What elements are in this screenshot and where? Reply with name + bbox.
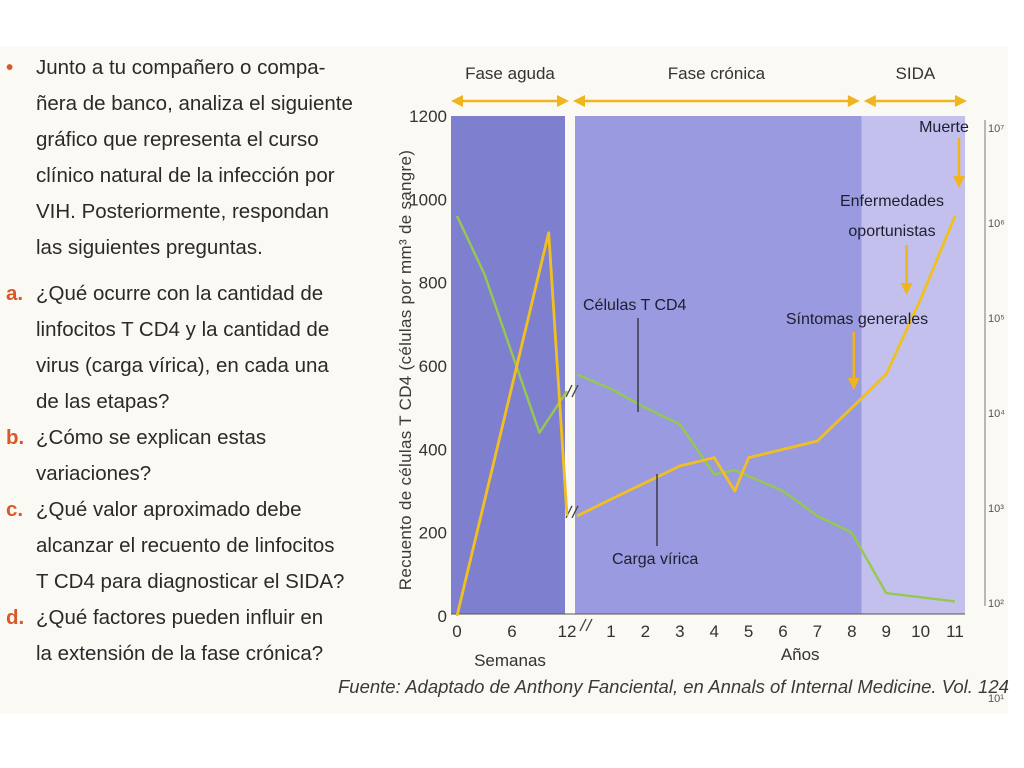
phase-arrow-0-left-arrow-icon bbox=[451, 95, 463, 107]
question-letter: c. bbox=[6, 498, 24, 521]
right-axis-tick-label: 10² bbox=[988, 598, 1004, 610]
y-tick-label: 0 bbox=[438, 607, 447, 626]
source-caption: Fuente: Adaptado de Anthony Fanciental, … bbox=[338, 676, 1009, 697]
series-line-weeks-0 bbox=[455, 215, 569, 434]
y-tick-label: 800 bbox=[419, 274, 447, 293]
x-tick-label-weeks: 12 bbox=[558, 622, 577, 641]
symptoms-label: Síntomas generales bbox=[786, 311, 928, 328]
x-tick-label-years: 3 bbox=[675, 622, 684, 641]
question-line: virus (carga vírica), en cada una bbox=[36, 354, 329, 377]
question-line: la extensión de la fase crónica? bbox=[36, 642, 324, 665]
question-line: variaciones? bbox=[36, 462, 152, 485]
axis-break-icon bbox=[571, 384, 579, 398]
x-tick-label-years: 7 bbox=[813, 622, 822, 641]
phase-label: SIDA bbox=[896, 64, 936, 83]
bullet-icon: • bbox=[6, 56, 14, 79]
y-tick-label: 1200 bbox=[409, 107, 447, 126]
question-line: alcanzar el recuento de linfocitos bbox=[36, 534, 335, 557]
axis-break-icon bbox=[579, 618, 587, 632]
question-panel: • Junto a tu compañero o compa- ñera de … bbox=[0, 50, 380, 672]
y-tick-label: 1000 bbox=[409, 190, 447, 209]
question-a: a. ¿Qué ocurre con la cantidad de linfoc… bbox=[0, 276, 380, 420]
x-tick-label-weeks: 6 bbox=[507, 622, 516, 641]
x-unit-label-weeks: Semanas bbox=[474, 651, 546, 670]
question-letter: a. bbox=[6, 282, 24, 305]
question-line: ¿Qué factores pueden influir en bbox=[36, 606, 324, 629]
phase-band-aids bbox=[861, 116, 965, 614]
phase-arrow-0-right-arrow-icon bbox=[557, 95, 569, 107]
phase-arrow-2-left-arrow-icon bbox=[863, 95, 876, 107]
right-axis-tick-label: 10⁵ bbox=[988, 313, 1005, 325]
x-tick-label-years: 11 bbox=[946, 622, 964, 641]
y-tick-label: 400 bbox=[419, 440, 447, 459]
question-line: linfocitos T CD4 y la cantidad de bbox=[36, 318, 330, 341]
intro-line: clínico natural de la infección por bbox=[36, 164, 335, 187]
question-line: ¿Qué ocurre con la cantidad de bbox=[36, 282, 324, 305]
question-b: b. ¿Cómo se explican estas variaciones? bbox=[0, 420, 380, 492]
x-tick-label-years: 10 bbox=[911, 622, 930, 641]
x-tick-label-years: 6 bbox=[778, 622, 787, 641]
axis-break-icon bbox=[585, 618, 593, 632]
intro-line: VIH. Posteriormente, respondan bbox=[36, 200, 329, 223]
intro-line: las siguientes preguntas. bbox=[36, 236, 263, 259]
death-label: Muerte bbox=[919, 119, 969, 136]
series-line-years-1 bbox=[576, 215, 957, 518]
right-axis-tick-label: 10⁴ bbox=[988, 408, 1005, 420]
opportunistic-down-arrow-icon bbox=[900, 283, 913, 295]
question-c: c. ¿Qué valor aproximado debe alcanzar e… bbox=[0, 492, 380, 600]
question-line: T CD4 para diagnosticar el SIDA? bbox=[36, 570, 345, 593]
x-tick-label-years: 2 bbox=[641, 622, 650, 641]
right-axis-tick-label: 10⁶ bbox=[988, 218, 1005, 230]
question-line: ¿Cómo se explican estas bbox=[36, 426, 267, 449]
x-tick-label-years: 4 bbox=[709, 622, 718, 641]
axis-break-icon bbox=[571, 505, 579, 519]
x-unit-label-years: Años bbox=[781, 645, 820, 664]
question-line: ¿Qué valor aproximado debe bbox=[36, 498, 302, 521]
x-tick-label-years: 1 bbox=[606, 622, 615, 641]
cd4-series-label: Células T CD4 bbox=[583, 297, 687, 314]
right-axis-tick-label: 10¹ bbox=[988, 693, 1004, 705]
phase-arrow-2-right-arrow-icon bbox=[955, 95, 967, 107]
phase-arrow-1-left-arrow-icon bbox=[573, 95, 585, 107]
series-line-weeks-1 bbox=[455, 231, 569, 617]
death-down-arrow-icon bbox=[953, 176, 965, 188]
viral-series-label: Carga vírica bbox=[612, 551, 698, 568]
phase-label: Fase crónica bbox=[668, 64, 766, 83]
question-letter: b. bbox=[6, 426, 25, 449]
intro-line: Junto a tu compañero o compa- bbox=[36, 56, 326, 79]
opportunistic-label-line1: Enfermedades bbox=[840, 193, 944, 210]
right-axis-tick-label: 10³ bbox=[988, 503, 1004, 515]
x-tick-label-years: 9 bbox=[881, 622, 890, 641]
phase-label: Fase aguda bbox=[465, 64, 555, 83]
y-tick-label: 200 bbox=[419, 524, 447, 543]
right-axis-tick-label: 10⁷ bbox=[988, 123, 1004, 135]
intro-paragraph: • Junto a tu compañero o compa- ñera de … bbox=[0, 50, 380, 266]
x-tick-label-years: 5 bbox=[744, 622, 753, 641]
x-tick-label-weeks: 0 bbox=[452, 622, 461, 641]
axis-break-icon bbox=[565, 384, 573, 398]
y-tick-label: 600 bbox=[419, 357, 447, 376]
phase-arrow-1-right-arrow-icon bbox=[847, 95, 860, 107]
opportunistic-label-line2: oportunistas bbox=[848, 223, 935, 240]
intro-line: gráfico que representa el curso bbox=[36, 128, 319, 151]
x-tick-label-years: 8 bbox=[847, 622, 856, 641]
series-line-years-0 bbox=[576, 373, 956, 603]
phase-band-chronic bbox=[575, 116, 862, 614]
symptoms-down-arrow-icon bbox=[847, 378, 860, 390]
question-line: de las etapas? bbox=[36, 390, 170, 413]
phase-band-acute bbox=[451, 116, 565, 614]
question-letter: d. bbox=[6, 606, 25, 629]
question-d: d. ¿Qué factores pueden influir en la ex… bbox=[0, 600, 380, 672]
intro-line: ñera de banco, analiza el siguiente bbox=[36, 92, 353, 115]
